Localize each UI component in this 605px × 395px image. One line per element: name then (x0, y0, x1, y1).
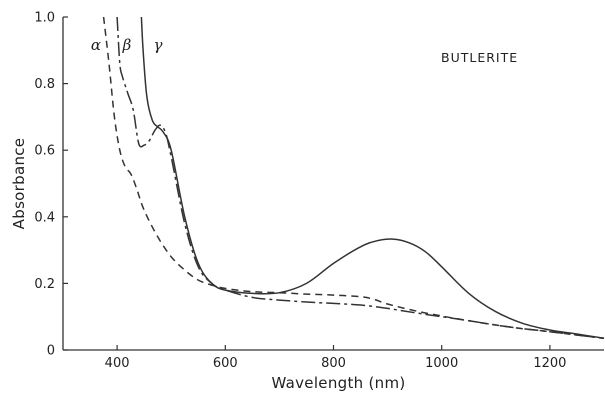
series-label-1: β (122, 36, 132, 54)
series-line-1 (116, 16, 605, 340)
x-axis-title: Wavelength (nm) (271, 374, 405, 392)
series-label-0: α (91, 36, 101, 54)
y-tick-label: 1.0 (34, 11, 55, 26)
x-tick-label: 1200 (533, 356, 566, 371)
y-axis-title: Absorbance (10, 138, 28, 230)
annotation-butlerite: BUTLERITE (441, 50, 518, 65)
ticks: 0 0.2 0.4 0.6 0.8 1.0 400 600 800 1000 1200 (34, 11, 566, 372)
x-tick-label: 800 (321, 356, 346, 371)
y-tick-label: 0.2 (34, 277, 55, 292)
y-tick-label: 0.4 (34, 210, 55, 225)
y-tick-label: 0 (47, 344, 55, 359)
y-tick-label: 0.8 (34, 77, 55, 92)
x-tick-label: 1000 (425, 356, 458, 371)
x-tick-label: 400 (105, 356, 130, 371)
x-tick-label: 600 (213, 356, 238, 371)
series-line-0 (102, 16, 605, 340)
series-line-2 (140, 16, 605, 340)
series-label-2: γ (154, 36, 163, 54)
y-tick-label: 0.6 (34, 144, 55, 159)
series-layer: α β γ (91, 16, 605, 340)
